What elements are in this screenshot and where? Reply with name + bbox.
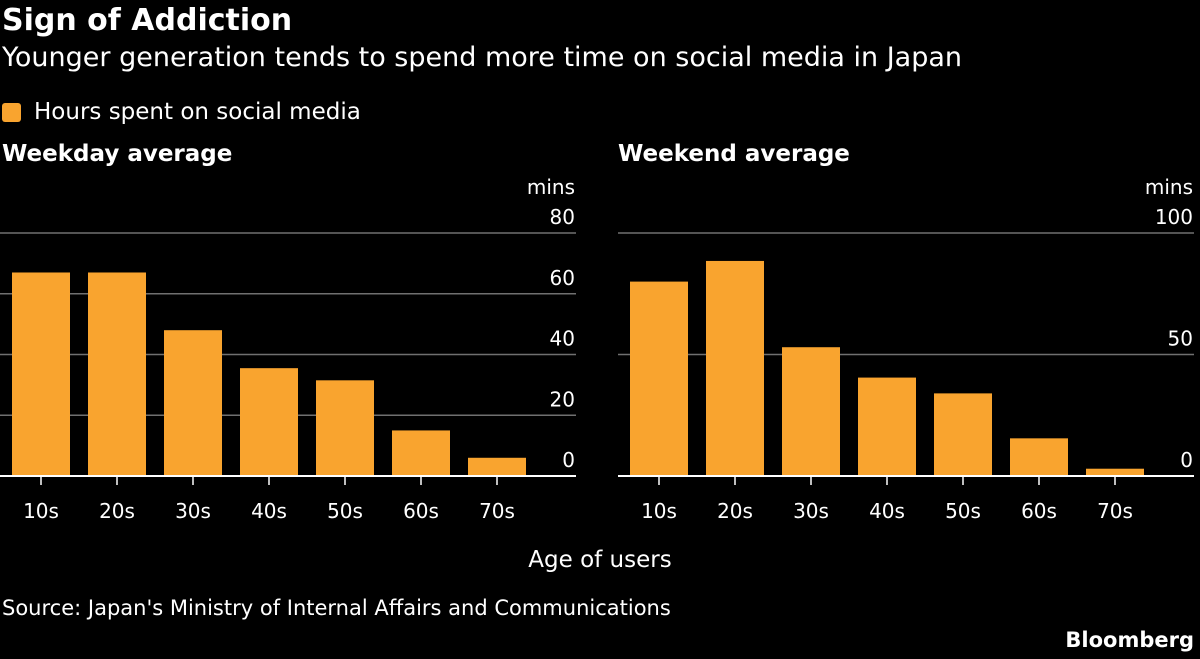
weekend-bar-40s [858,377,916,476]
weekend-bar-50s [934,393,992,476]
weekend-bar-20s [706,260,764,476]
weekday-bar-40s [240,368,298,476]
weekend-y-tick-label: 100 [1155,205,1193,229]
weekday-bar-50s [316,380,374,476]
weekday-y-tick-label: 20 [550,387,575,411]
legend-swatch [2,102,21,122]
weekday-bar-20s [88,272,146,476]
weekday-y-tick-label: 80 [550,205,575,229]
weekday-x-tick-label: 40s [251,499,287,523]
weekday-y-tick-label: 40 [550,327,575,351]
weekday-x-tick-label: 60s [403,499,439,523]
weekday-bar-60s [392,430,450,476]
weekend-bar-60s [1010,438,1068,476]
weekend-y-unit-label: mins [1145,175,1193,199]
weekend-panel-title: Weekend average [618,141,850,167]
weekend-x-tick-label: 40s [869,499,905,523]
weekend-bar-70s [1086,468,1144,476]
legend: Hours spent on social media [2,96,361,128]
x-axis-label: Age of users [528,547,672,573]
chart-subtitle: Younger generation tends to spend more t… [2,42,963,73]
weekend-y-tick-label: 50 [1168,327,1193,351]
chart-title: Sign of Addiction [2,3,293,38]
weekday-y-tick-label: 60 [550,266,575,290]
weekday-x-tick-label: 20s [99,499,135,523]
weekday-x-tick-label: 50s [327,499,363,523]
weekday-x-tick-label: 10s [23,499,59,523]
weekend-x-tick-label: 60s [1021,499,1057,523]
weekday-bar-70s [468,457,526,476]
weekend-x-tick-label: 30s [793,499,829,523]
weekend-x-tick-label: 50s [945,499,981,523]
weekday-bar-10s [12,272,70,476]
bloomberg-logo: Bloomberg [1065,628,1194,652]
weekend-bar-10s [630,281,688,476]
weekend-bar-30s [782,347,840,476]
weekday-y-tick-label: 0 [562,448,575,472]
source-note: Source: Japan's Ministry of Internal Aff… [2,596,671,620]
weekday-x-tick-label: 30s [175,499,211,523]
weekend-x-tick-label: 10s [641,499,677,523]
weekend-y-tick-label: 0 [1180,448,1193,472]
weekend-x-tick-label: 20s [717,499,753,523]
weekday-panel-title: Weekday average [2,141,233,167]
weekend-x-tick-label: 70s [1097,499,1133,523]
weekday-y-unit-label: mins [527,175,575,199]
weekday-bar-30s [164,330,222,476]
weekday-x-tick-label: 70s [479,499,515,523]
legend-label: Hours spent on social media [34,99,361,125]
